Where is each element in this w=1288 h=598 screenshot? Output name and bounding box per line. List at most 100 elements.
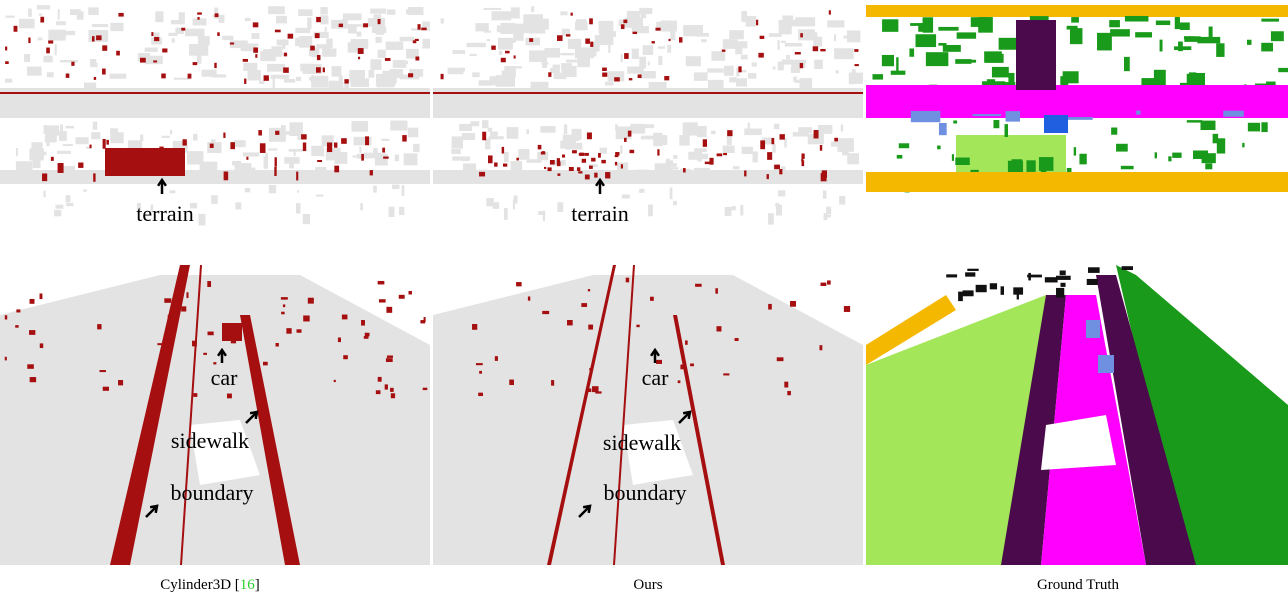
point-cluster xyxy=(727,130,732,136)
point-cluster xyxy=(667,45,671,53)
point-cluster xyxy=(973,114,1002,116)
point-cluster xyxy=(694,148,707,152)
point-cluster xyxy=(786,55,790,59)
point-cluster xyxy=(110,74,127,79)
point-cluster xyxy=(636,325,639,328)
point-cluster xyxy=(268,6,285,14)
point-cluster xyxy=(504,39,515,42)
point-cluster xyxy=(526,129,529,134)
point-cluster xyxy=(376,390,381,394)
point-cluster xyxy=(1060,270,1066,275)
point-cluster xyxy=(255,54,257,58)
point-cluster xyxy=(97,324,101,329)
point-cluster xyxy=(478,393,483,396)
point-cluster xyxy=(295,28,310,33)
citation[interactable]: 16 xyxy=(240,577,255,593)
point-cluster xyxy=(462,133,475,140)
point-cluster xyxy=(793,77,797,82)
point-cluster xyxy=(785,43,802,47)
point-cluster xyxy=(774,165,780,169)
point-cluster xyxy=(43,56,52,63)
point-cluster xyxy=(971,17,989,27)
point-cluster xyxy=(423,388,428,390)
point-cluster xyxy=(605,172,610,178)
point-cluster xyxy=(297,329,302,332)
point-cluster xyxy=(784,138,787,147)
point-cluster xyxy=(193,62,198,65)
point-cluster xyxy=(529,26,537,33)
point-cluster xyxy=(585,39,590,44)
point-cluster xyxy=(882,19,898,32)
point-cluster xyxy=(140,134,143,140)
point-cluster xyxy=(223,133,225,138)
point-cluster xyxy=(729,77,736,82)
point-cluster xyxy=(171,20,184,24)
point-cluster xyxy=(565,143,582,150)
car xyxy=(1086,320,1100,338)
point-cluster xyxy=(181,28,185,31)
point-cluster xyxy=(28,38,30,44)
point-cluster xyxy=(92,36,95,41)
point-cluster xyxy=(57,151,71,154)
point-cluster xyxy=(47,72,54,77)
point-cluster xyxy=(39,14,43,16)
point-cluster xyxy=(505,66,522,68)
point-cluster xyxy=(622,195,630,199)
point-cluster xyxy=(1261,19,1279,22)
point-cluster xyxy=(269,185,276,193)
point-cluster xyxy=(29,330,35,335)
point-cluster xyxy=(628,131,632,137)
point-cluster xyxy=(967,269,978,271)
point-cluster xyxy=(529,50,547,62)
point-cluster xyxy=(254,368,257,372)
point-cluster xyxy=(58,163,64,173)
point-cluster xyxy=(679,37,682,42)
point-cluster xyxy=(1180,22,1190,30)
point-cluster xyxy=(320,15,328,24)
point-cluster xyxy=(181,306,186,311)
point-cluster xyxy=(697,126,707,137)
point-cluster xyxy=(370,170,373,175)
error-line xyxy=(0,92,430,94)
point-cluster xyxy=(1242,143,1244,148)
point-cluster xyxy=(493,202,499,209)
point-cluster xyxy=(413,144,419,152)
point-cluster xyxy=(5,79,12,83)
point-cluster xyxy=(470,121,479,126)
point-cluster xyxy=(1248,123,1260,132)
point-cluster xyxy=(568,39,581,49)
point-cluster xyxy=(452,136,463,148)
point-cluster xyxy=(1271,31,1284,41)
point-cluster xyxy=(383,71,391,80)
point-cluster xyxy=(641,9,647,18)
sidewalk xyxy=(433,170,863,184)
point-cluster xyxy=(814,130,819,138)
point-cluster xyxy=(615,152,619,156)
point-cluster xyxy=(836,70,839,73)
point-cluster xyxy=(298,9,312,16)
point-cluster xyxy=(1223,111,1244,117)
point-cluster xyxy=(679,135,689,145)
annotation: boundary xyxy=(170,482,253,504)
point-cluster xyxy=(27,67,42,76)
point-cluster xyxy=(243,63,257,71)
point-cluster xyxy=(452,50,465,54)
sidewalk xyxy=(0,170,430,184)
point-cluster xyxy=(283,304,285,307)
point-cluster xyxy=(1136,111,1140,115)
point-cluster xyxy=(103,139,106,149)
point-cluster xyxy=(227,394,232,399)
point-cluster xyxy=(777,357,784,361)
point-cluster xyxy=(283,67,289,72)
point-cluster xyxy=(685,340,688,344)
point-cluster xyxy=(1087,279,1098,285)
point-cluster xyxy=(623,20,627,24)
point-cluster xyxy=(695,284,702,287)
point-cluster xyxy=(495,356,498,361)
point-cluster xyxy=(316,195,323,197)
point-cluster xyxy=(992,67,1009,78)
point-cluster xyxy=(1174,46,1191,50)
point-cluster xyxy=(855,64,859,66)
point-cluster xyxy=(560,53,574,55)
point-cluster xyxy=(772,144,775,153)
